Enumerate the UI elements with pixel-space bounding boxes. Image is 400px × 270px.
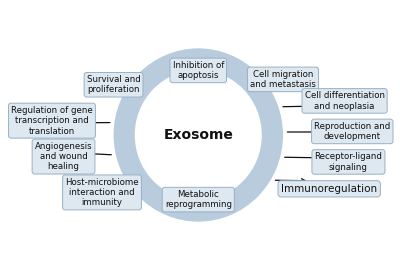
- Text: Receptor-ligand
signaling: Receptor-ligand signaling: [314, 152, 382, 172]
- Text: Inhibition of
apoptosis: Inhibition of apoptosis: [172, 61, 224, 80]
- Text: Host-microbiome
interaction and
immunity: Host-microbiome interaction and immunity: [65, 177, 139, 207]
- Ellipse shape: [135, 70, 262, 200]
- Text: Survival and
proliferation: Survival and proliferation: [87, 75, 140, 94]
- Text: Cell differentiation
and neoplasia: Cell differentiation and neoplasia: [304, 91, 384, 111]
- Text: Metabolic
reprogramming: Metabolic reprogramming: [165, 190, 232, 209]
- Text: Exosome: Exosome: [163, 128, 233, 142]
- Text: Angiogenesis
and wound
healing: Angiogenesis and wound healing: [35, 142, 92, 171]
- Text: Regulation of gene
transcription and
translation: Regulation of gene transcription and tra…: [11, 106, 93, 136]
- Text: Cell migration
and metastasis: Cell migration and metastasis: [250, 70, 316, 89]
- Ellipse shape: [114, 48, 283, 222]
- Text: Reproduction and
development: Reproduction and development: [314, 122, 390, 141]
- Text: Immunoregulation: Immunoregulation: [281, 184, 377, 194]
